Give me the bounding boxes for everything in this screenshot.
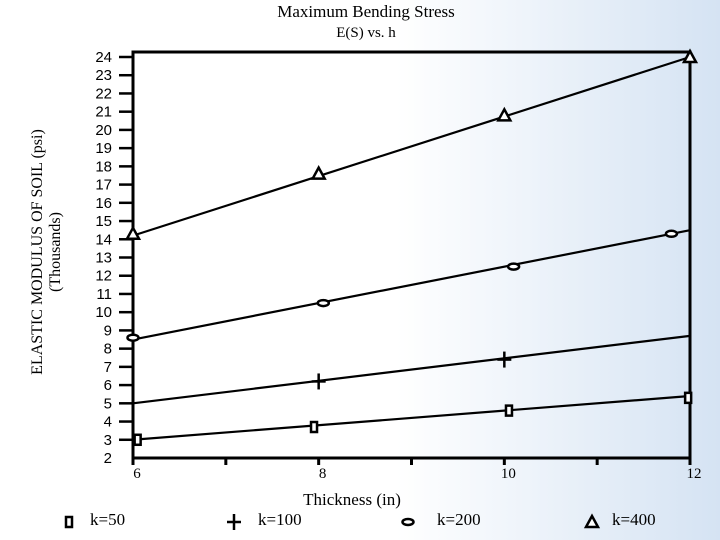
chart-title: Maximum Bending Stress	[277, 2, 455, 21]
data-point	[133, 433, 142, 447]
y-tick-label: 12	[95, 268, 112, 285]
y-tick-label: 21	[95, 104, 112, 121]
data-point	[309, 420, 319, 434]
x-axis-label: Thickness (in)	[303, 490, 401, 509]
data-point	[683, 391, 693, 405]
legend-marker	[227, 514, 241, 530]
data-point	[497, 351, 512, 368]
y-tick-label: 23	[95, 67, 112, 84]
data-point	[316, 298, 331, 308]
y-tick-label: 20	[95, 122, 112, 139]
y-tick-label: 15	[95, 213, 112, 230]
y-tick-label: 16	[95, 195, 112, 212]
series-k200	[126, 229, 691, 342]
x-tick-label: 12	[687, 466, 702, 482]
data-point	[504, 404, 514, 417]
series-line	[132, 334, 691, 405]
series-line	[132, 55, 691, 237]
x-tick-label: 10	[501, 466, 516, 482]
series-k50	[132, 391, 693, 447]
y-tick-label: 14	[95, 231, 112, 248]
y-tick-label: 17	[95, 177, 112, 194]
plot-frame	[131, 50, 692, 460]
y-tick-label: 22	[95, 85, 112, 102]
legend-marker	[401, 517, 415, 527]
y-tick-label: 11	[96, 286, 112, 303]
series-k400	[124, 48, 699, 241]
data-point	[124, 225, 142, 241]
legend-marker	[64, 515, 74, 529]
y-tick-label: 4	[104, 414, 112, 431]
data-point	[664, 229, 679, 239]
y-tick-label: 3	[104, 432, 112, 449]
data-point	[311, 373, 326, 390]
x-tick-label: 8	[319, 466, 327, 482]
data-point	[506, 262, 521, 271]
legend-label-k50: k=50	[90, 510, 126, 529]
series-k100	[132, 334, 691, 405]
y-tick-label: 5	[104, 395, 112, 412]
data-point	[126, 333, 140, 342]
data-point	[496, 106, 513, 122]
legend-marker	[583, 513, 601, 529]
y-tick-label: 9	[104, 322, 112, 339]
y-tick-label: 2	[104, 450, 112, 467]
legend-label-k400: k=400	[612, 510, 656, 529]
y-tick-label: 13	[95, 250, 112, 267]
y-tick-label: 24	[95, 49, 112, 66]
y-tick-label: 7	[104, 359, 112, 376]
data-point	[310, 165, 327, 180]
legend-label-k200: k=200	[437, 510, 481, 529]
y-tick-label: 6	[104, 377, 112, 394]
chart-subtitle: E(S) vs. h	[336, 25, 396, 41]
data-point	[681, 48, 699, 64]
y-tick-label: 10	[95, 304, 112, 321]
series-line	[132, 229, 691, 341]
x-tick-label: 6	[133, 466, 141, 482]
legend-label-k100: k=100	[258, 510, 302, 529]
series-line	[132, 394, 691, 441]
y-tick-label: 18	[95, 158, 112, 175]
y-tick-label: 8	[104, 341, 112, 358]
y-tick-label: 19	[95, 140, 112, 157]
